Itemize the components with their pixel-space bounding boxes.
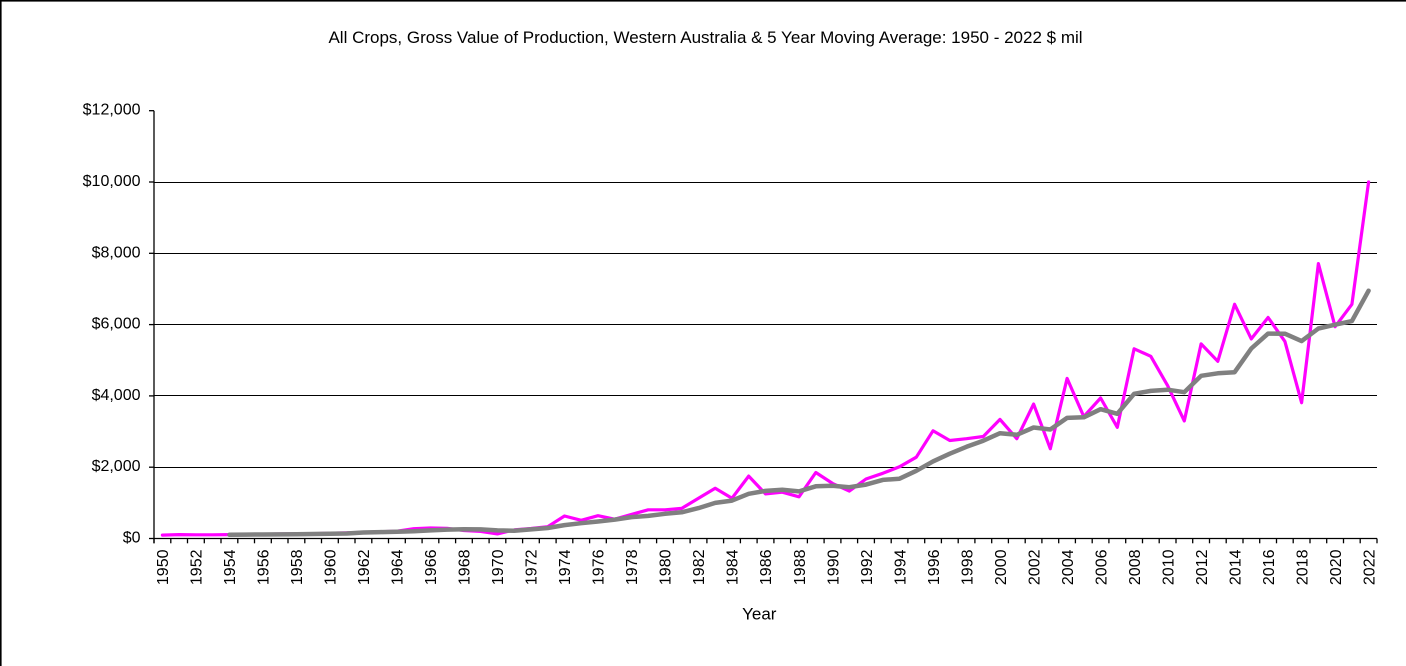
svg-text:2020: 2020 xyxy=(1328,549,1345,585)
svg-text:1992: 1992 xyxy=(859,549,876,585)
svg-text:2000: 2000 xyxy=(993,549,1010,585)
svg-text:2016: 2016 xyxy=(1261,549,1278,585)
svg-text:1990: 1990 xyxy=(825,549,842,585)
svg-text:1964: 1964 xyxy=(390,549,407,585)
svg-text:$2,000: $2,000 xyxy=(92,458,141,475)
svg-text:1982: 1982 xyxy=(691,549,708,585)
svg-text:2022: 2022 xyxy=(1361,549,1378,585)
svg-text:1978: 1978 xyxy=(624,549,641,585)
svg-text:1996: 1996 xyxy=(926,549,943,585)
svg-text:1962: 1962 xyxy=(356,549,373,585)
svg-text:1974: 1974 xyxy=(557,549,574,585)
svg-text:2004: 2004 xyxy=(1060,549,1077,585)
svg-text:1984: 1984 xyxy=(725,549,742,585)
svg-text:1956: 1956 xyxy=(256,549,273,585)
svg-text:2012: 2012 xyxy=(1194,549,1211,585)
svg-text:$8,000: $8,000 xyxy=(92,244,141,261)
svg-text:1972: 1972 xyxy=(524,549,541,585)
svg-text:Year: Year xyxy=(742,605,777,624)
svg-text:2018: 2018 xyxy=(1294,549,1311,585)
svg-text:2008: 2008 xyxy=(1127,549,1144,585)
svg-text:$12,000: $12,000 xyxy=(83,102,141,119)
svg-text:2014: 2014 xyxy=(1227,549,1244,585)
svg-text:1966: 1966 xyxy=(423,549,440,585)
svg-text:1968: 1968 xyxy=(457,549,474,585)
svg-text:1958: 1958 xyxy=(289,549,306,585)
svg-text:1950: 1950 xyxy=(155,549,172,585)
svg-text:$0: $0 xyxy=(123,530,141,547)
svg-text:1976: 1976 xyxy=(591,549,608,585)
svg-text:$6,000: $6,000 xyxy=(92,316,141,333)
svg-text:1988: 1988 xyxy=(792,549,809,585)
svg-text:1994: 1994 xyxy=(892,549,909,585)
svg-text:$10,000: $10,000 xyxy=(83,173,141,190)
svg-text:1960: 1960 xyxy=(323,549,340,585)
svg-text:1980: 1980 xyxy=(658,549,675,585)
svg-text:1954: 1954 xyxy=(222,549,239,585)
svg-text:2010: 2010 xyxy=(1160,549,1177,585)
svg-text:2002: 2002 xyxy=(1026,549,1043,585)
svg-text:1952: 1952 xyxy=(189,549,206,585)
svg-text:2006: 2006 xyxy=(1093,549,1110,585)
svg-text:All Crops, Gross Value of Prod: All Crops, Gross Value of Production, We… xyxy=(328,28,1082,47)
svg-text:1986: 1986 xyxy=(758,549,775,585)
svg-text:$4,000: $4,000 xyxy=(92,387,141,404)
svg-text:1970: 1970 xyxy=(490,549,507,585)
svg-text:1998: 1998 xyxy=(959,549,976,585)
